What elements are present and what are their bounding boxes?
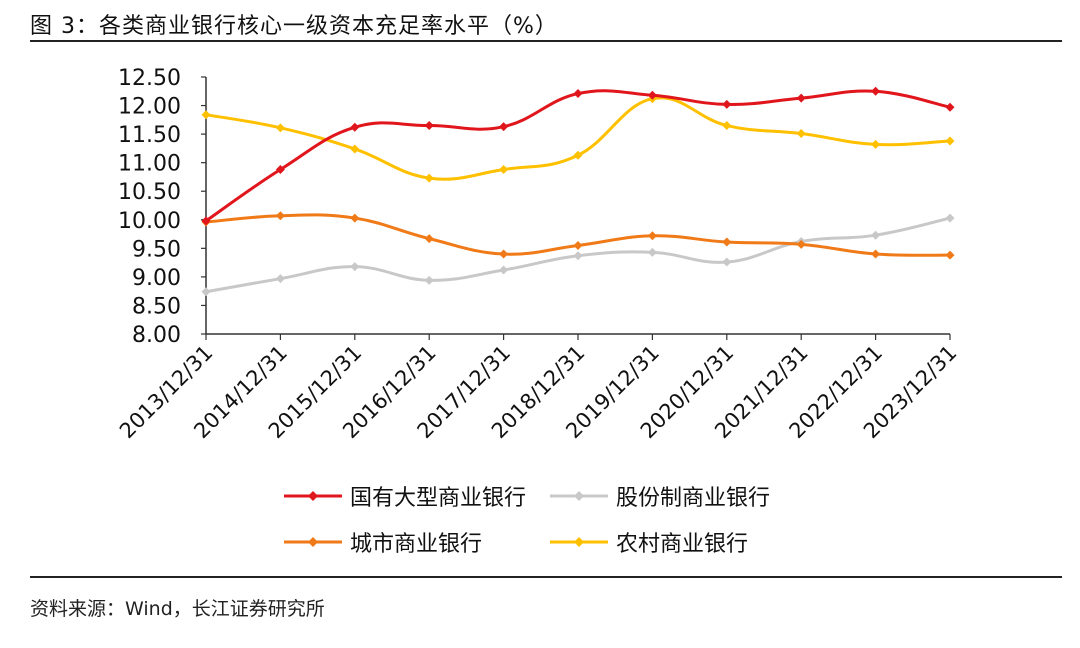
series-1-point — [871, 230, 881, 240]
series-3-point — [350, 144, 360, 154]
source-note: 资料来源：Wind，长江证券研究所 — [30, 598, 325, 620]
series-3-point — [275, 123, 285, 133]
series-0-point — [722, 99, 732, 109]
y-tick-label: 9.50 — [132, 237, 181, 262]
series-3-point — [722, 121, 732, 131]
series-1-point — [647, 247, 657, 257]
bottom-divider — [30, 576, 1062, 578]
series-0-point — [350, 122, 360, 132]
series-2-point — [424, 234, 434, 244]
y-tick-label: 12.50 — [118, 66, 181, 91]
figure-title: 图 3：各类商业银行核心一级资本充足率水平（%） — [30, 14, 558, 39]
series-line-0 — [205, 89, 951, 223]
series-3-point — [945, 136, 955, 146]
series-1-point — [722, 257, 732, 267]
y-tick-label: 8.50 — [132, 294, 181, 319]
y-tick-label: 11.50 — [118, 123, 181, 148]
series-line-3 — [205, 96, 951, 181]
series-2-point — [722, 237, 732, 247]
series-1-point — [424, 275, 434, 285]
series-3-point — [424, 173, 434, 183]
series-3-point — [573, 150, 583, 160]
series-3-point — [201, 110, 211, 120]
series-2-point — [945, 250, 955, 260]
series-1-point — [275, 274, 285, 284]
series-2-point — [647, 231, 657, 241]
series-3-point — [796, 129, 806, 139]
series-2-point — [573, 240, 583, 250]
series-3-point — [499, 165, 509, 175]
series-2-point — [796, 239, 806, 249]
series-0-point — [275, 165, 285, 175]
series-2-point — [275, 211, 285, 221]
top-divider — [30, 40, 1062, 42]
series-0-point — [573, 89, 583, 99]
y-tick-label: 9.00 — [132, 266, 181, 291]
series-0-point — [647, 90, 657, 100]
y-tick-label: 10.50 — [118, 180, 181, 205]
series-1-point — [350, 262, 360, 272]
series-1-point — [499, 265, 509, 275]
series-0-point — [424, 121, 434, 131]
series-0-point — [871, 86, 881, 96]
series-2-point — [499, 249, 509, 259]
y-tick-label: 8.00 — [132, 323, 181, 348]
series-2-point — [871, 249, 881, 259]
y-tick-label: 11.00 — [118, 152, 181, 177]
series-0-point — [945, 102, 955, 112]
series-0-point — [201, 216, 211, 226]
series-2-point — [350, 213, 360, 223]
series-1-point — [201, 287, 211, 297]
series-3-point — [871, 139, 881, 149]
series-0-point — [796, 93, 806, 103]
series-1-point — [945, 213, 955, 223]
series-1-point — [573, 251, 583, 261]
y-tick-label: 12.00 — [118, 95, 181, 120]
series-0-point — [499, 122, 509, 132]
y-tick-label: 10.00 — [118, 209, 181, 234]
